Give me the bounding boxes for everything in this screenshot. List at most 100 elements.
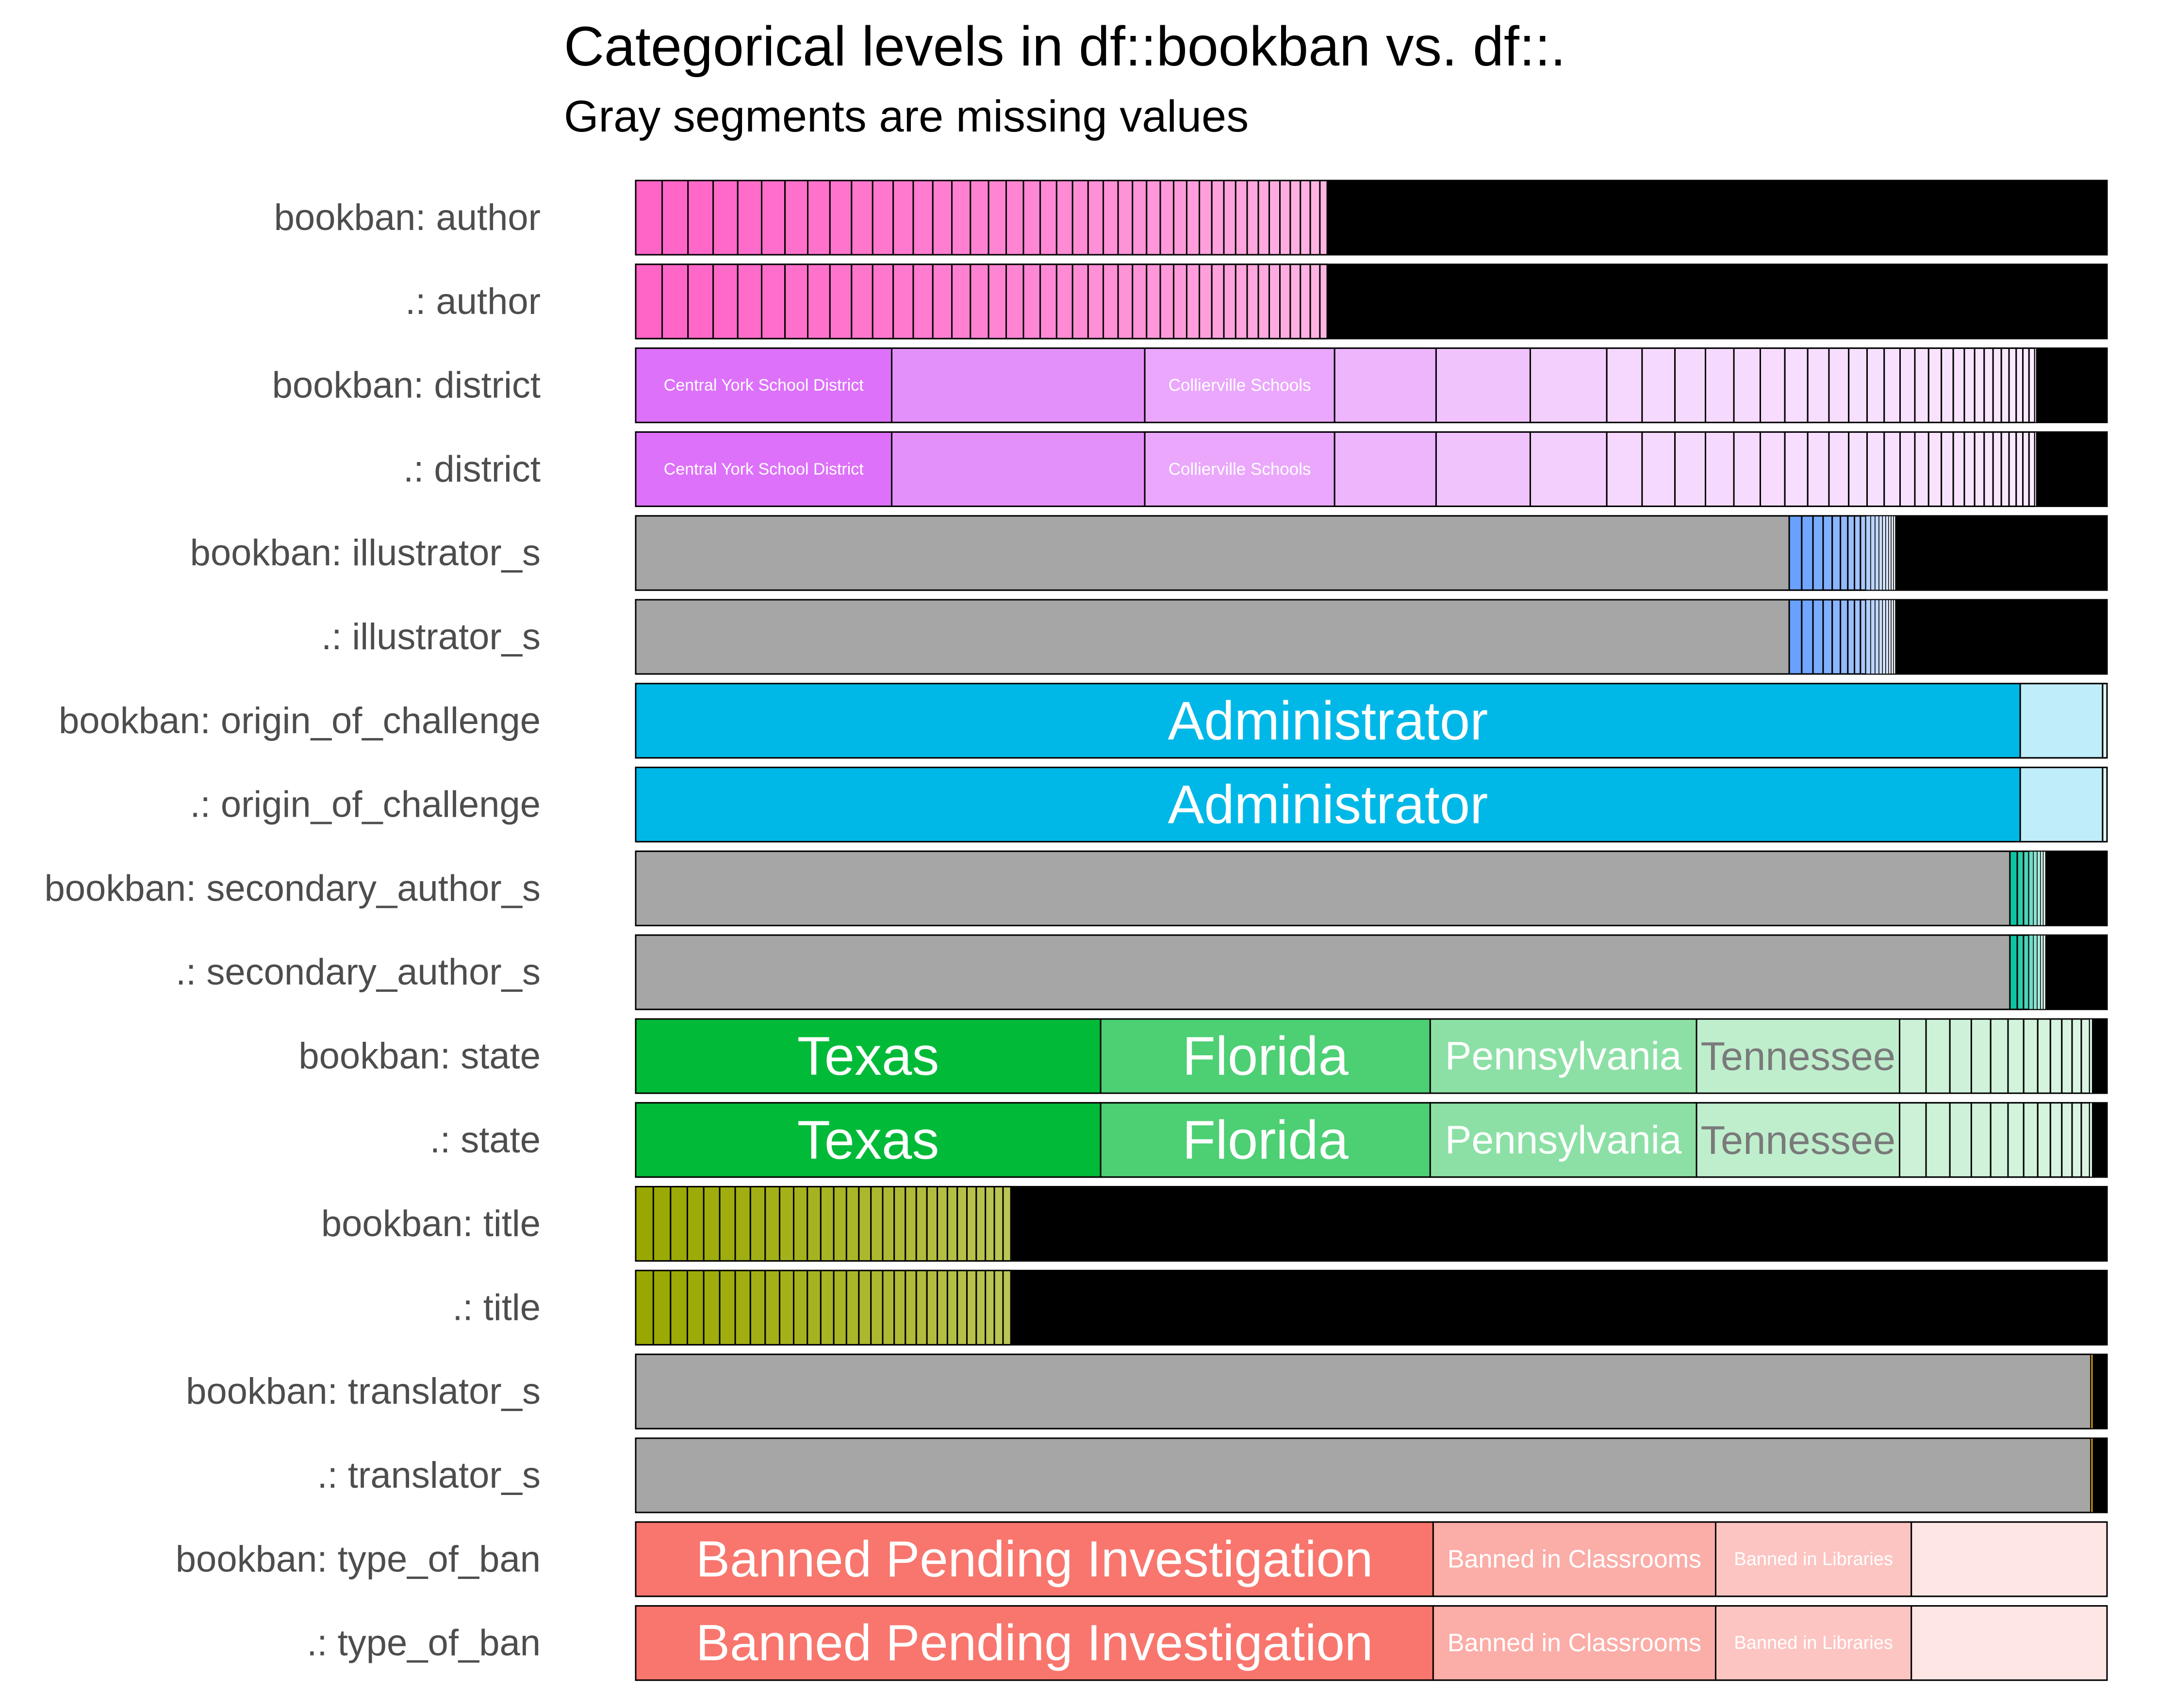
bar-segment [2028,851,2034,926]
bar-segment [2019,767,2104,843]
bar-segment [1866,347,1885,424]
bar-segment [2000,347,2010,424]
bar-segment [1974,431,1985,507]
bar-segment [951,263,972,340]
bar-segment [1641,431,1676,507]
bar-segment [1146,180,1161,256]
bar-segment [2009,850,2018,926]
bar-segment [1055,180,1073,256]
bar-segment [892,180,914,256]
bar-segment [1788,599,1803,675]
bar-segment [833,1186,847,1262]
bar-segment [2015,347,2024,424]
segment-label: Banned in Libraries [1734,1549,1893,1569]
bar-segment [1759,347,1786,424]
bar-segment [1334,347,1437,424]
bar-segment [1870,515,1876,591]
bar-segment [915,1269,928,1346]
bar-segment [1674,431,1706,507]
bar-segment [1822,515,1833,591]
bar-segment [2049,1102,2063,1178]
bar-segment [1186,263,1201,340]
bar-segment [1144,347,1335,424]
bar-segment [1925,1102,1951,1178]
segment-label: Collierville Schools [1169,460,1311,478]
bar-segment [858,1269,872,1346]
bar-segment [932,263,953,340]
bar-segment [845,1269,860,1346]
bar-segment [1117,180,1134,256]
row-label: .: state [430,1119,541,1161]
bar-segment [1100,1102,1431,1178]
bar-segment [946,1186,958,1262]
bar-segment [1279,263,1291,340]
bar-segment [1925,1018,1951,1094]
bar-segment [1257,263,1270,340]
bar-segment [1914,431,1929,507]
bar-segment [1173,180,1187,256]
bar-segment [1898,1102,1927,1178]
bar-segment [1186,180,1201,256]
bar-segment [2034,347,2037,423]
row-label: .: secondary_author_s [176,952,541,993]
bar-segment [1812,515,1824,591]
bar-segment [882,1269,895,1346]
bar-segment [1941,347,1954,424]
bar-segment [1854,515,1861,591]
bar-segment [872,180,894,256]
bar-segment [2040,935,2044,1010]
bar-segment [1005,263,1024,340]
bar-segment [1866,431,1885,507]
bar-segment [635,767,2021,843]
bar-segment [1235,263,1248,340]
bar-segment [2080,1018,2091,1094]
bar-segment [851,180,873,256]
bar-segment [2028,347,2036,424]
bar-segment [892,263,914,340]
bar-segment [661,263,689,340]
missing-segment [635,850,2011,926]
bar-segment [779,1186,795,1262]
bar-segment [1289,263,1301,340]
bar-segment [1211,263,1225,340]
bar-segment [1983,347,1994,424]
bar-segment [793,1186,808,1262]
bar-segment [1300,180,1311,256]
bar-segment [1848,347,1868,424]
segment-label: Pennsylvania [1445,1118,1682,1162]
bar-segment [926,1186,939,1262]
bar-segment [858,1186,872,1262]
bar-segment [793,1269,808,1346]
bar-segment [1883,347,1901,424]
bar-segment [1974,347,1985,424]
bar-segment [1848,431,1868,507]
bar-segment [829,263,853,340]
bar-segment [1199,180,1213,256]
bar-segment [937,1269,948,1346]
bar-segment [1022,180,1041,256]
bar-segment [1055,263,1073,340]
bar-segment [2000,431,2010,507]
bar-segment [652,1186,672,1262]
bar-segment [882,1186,895,1262]
bar-segment [635,1186,654,1262]
bar-segment [1807,347,1830,424]
segment-label: Florida [1183,1026,1349,1086]
bar-segment [956,1269,968,1346]
bar-segment [2061,1102,2073,1178]
bar-segment [1132,263,1148,340]
row-label: bookban: origin_of_challenge [59,700,541,741]
bar-segment [734,1186,751,1262]
bar-segment [1970,1018,1992,1094]
bar-segment [1641,347,1676,424]
bar-segment [807,180,831,256]
segment-label: Banned Pending Investigation [696,1615,1373,1672]
bar-segment [1899,431,1916,507]
bar-segment [1039,263,1057,340]
bar-segment [1870,599,1876,674]
bar-segment [2016,934,2025,1010]
bar-segment [985,1269,995,1346]
bar-segment [1071,263,1089,340]
bar-segment [975,1186,987,1262]
